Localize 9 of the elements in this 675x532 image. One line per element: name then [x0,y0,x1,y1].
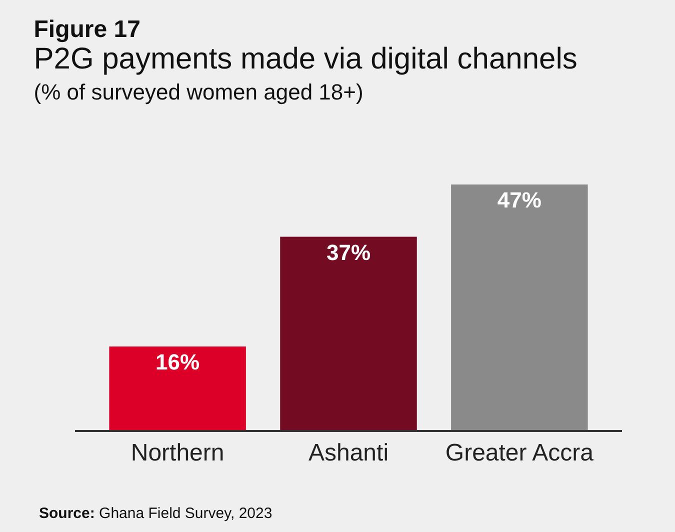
source-note: Source: Ghana Field Survey, 2023 [39,505,272,522]
x-tick-label: Greater Accra [445,440,594,467]
chart-subtitle: P2G payments made via digital channels (% of surveyed women aged 18+) [34,42,578,105]
x-tick-label: Northern [130,440,224,467]
x-tick-label: Ashanti [308,440,389,467]
data-label: 37% [326,240,371,265]
chart-title: Figure 17 [34,16,140,44]
data-label: 47% [497,188,542,213]
data-label: 16% [156,349,200,374]
